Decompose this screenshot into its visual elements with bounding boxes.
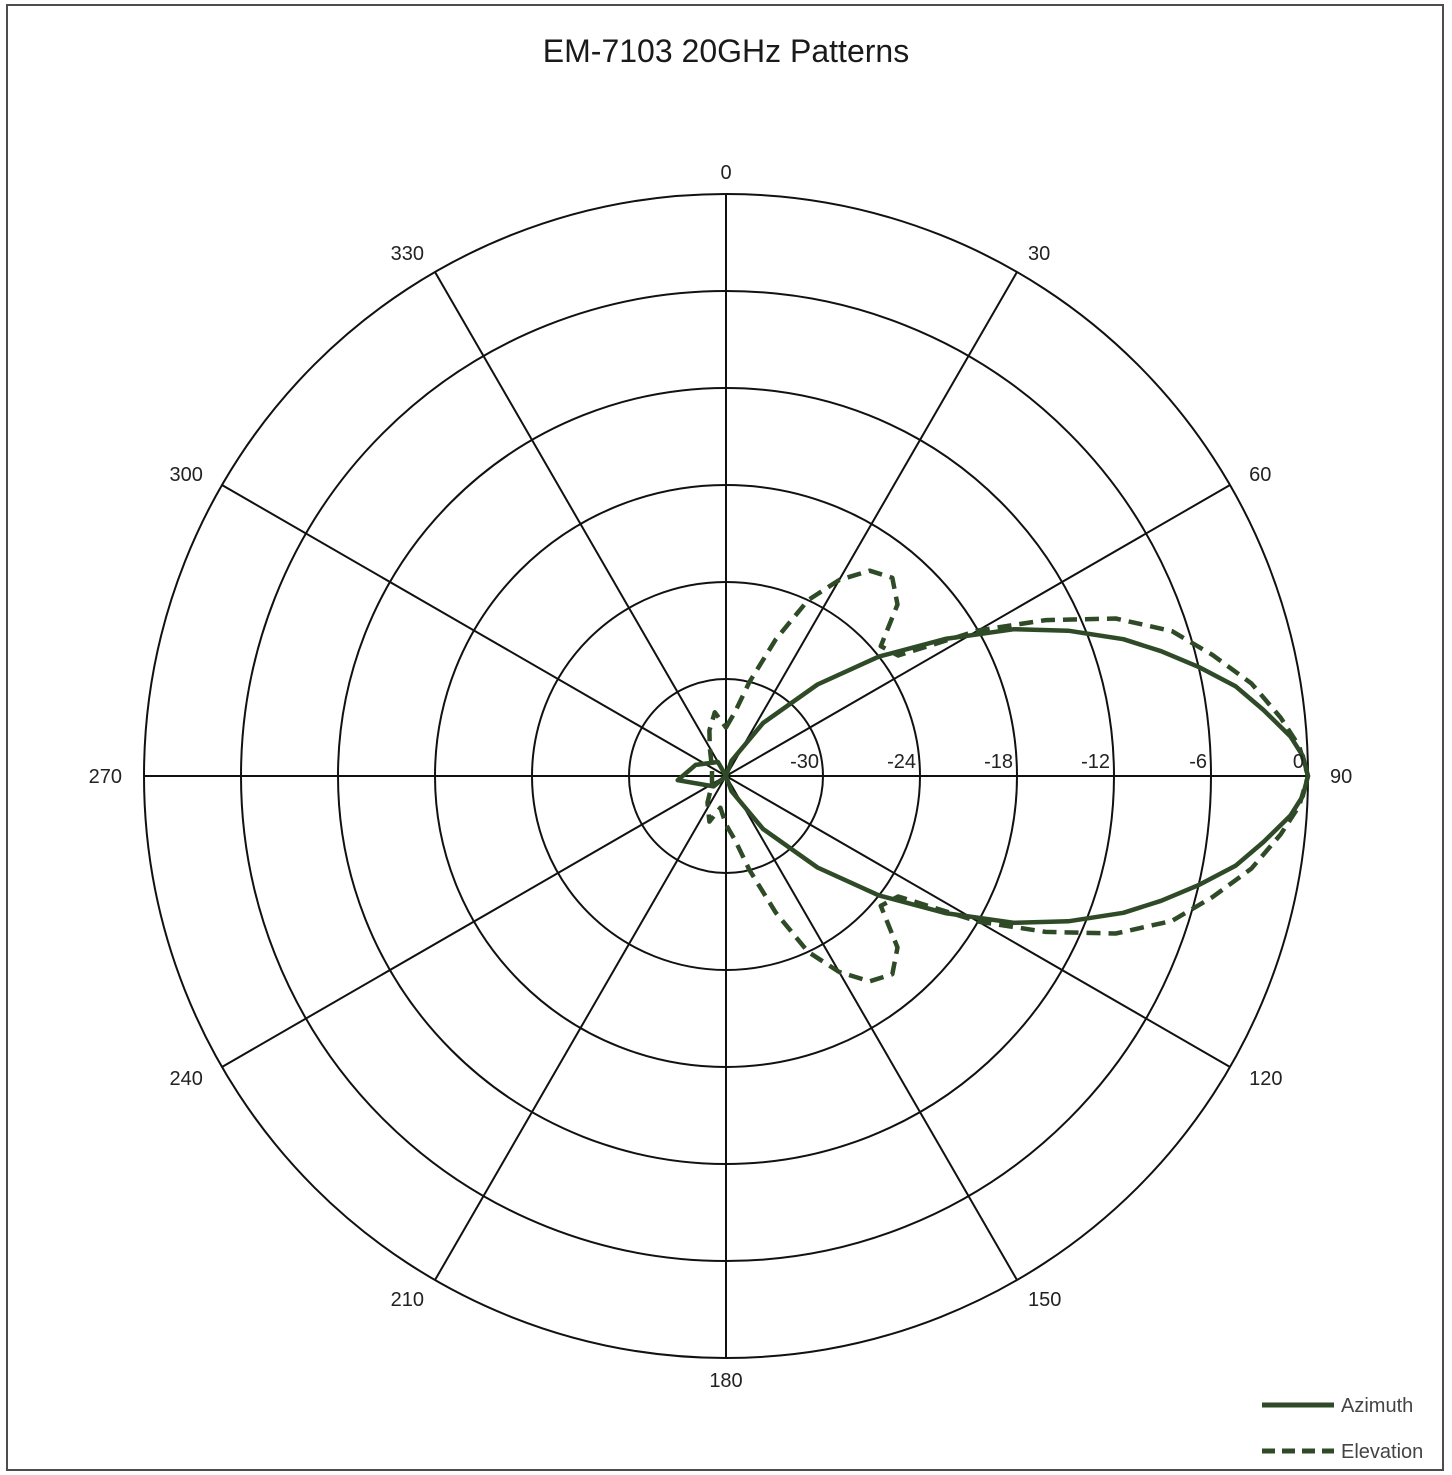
- angle-tick-label: 90: [1330, 766, 1352, 788]
- radial-tick-label: -6: [1189, 751, 1207, 773]
- radial-tick-label: 0: [1293, 751, 1304, 773]
- radial-tick-label: -24: [887, 751, 916, 773]
- angle-tick-label: 0: [720, 162, 731, 184]
- angle-tick-label: 30: [1028, 243, 1050, 265]
- legend: Azimuth Elevation: [1262, 1395, 1423, 1463]
- legend-label: Elevation: [1341, 1441, 1423, 1463]
- series-line-elevation: [705, 568, 1311, 984]
- angle-tick-label: 330: [391, 243, 424, 265]
- angle-tick-label: 300: [170, 464, 203, 486]
- series-line-azimuth: [675, 626, 1311, 926]
- angle-tick-label: 210: [391, 1289, 424, 1311]
- grid-spoke: [725, 271, 1018, 777]
- radial-tick-label: -18: [984, 751, 1013, 773]
- grid-spoke: [221, 775, 727, 1068]
- angle-tick-label: 270: [89, 766, 122, 788]
- angle-tick-label: 180: [709, 1370, 742, 1392]
- grid-spoke: [434, 775, 727, 1281]
- grid-spoke: [725, 775, 1018, 1281]
- series-layer: [675, 568, 1311, 984]
- angle-tick-label: 60: [1249, 464, 1271, 486]
- chart-title: EM-7103 20GHz Patterns: [543, 33, 909, 69]
- axis-labels: 0 30 60 90 120 150 180 210 240 270 300 330 -30 -24 -18…: [89, 162, 1353, 1392]
- grid-spoke: [434, 271, 727, 777]
- grid-spoke: [221, 484, 727, 777]
- angle-tick-label: 150: [1028, 1289, 1061, 1311]
- angle-tick-label: 120: [1249, 1068, 1282, 1090]
- radial-tick-label: -30: [790, 751, 819, 773]
- polar-grid: [143, 193, 1309, 1359]
- angle-tick-label: 240: [170, 1068, 203, 1090]
- legend-label: Azimuth: [1341, 1395, 1413, 1417]
- radial-tick-label: -12: [1081, 751, 1110, 773]
